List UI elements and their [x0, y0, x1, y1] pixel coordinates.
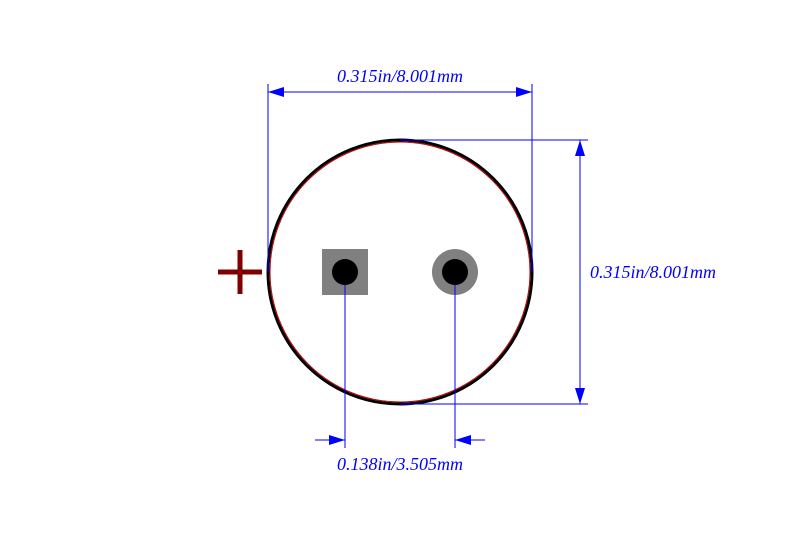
- component-outline-outer: [268, 140, 532, 404]
- arrowhead: [516, 87, 532, 97]
- drawing-canvas: 0.315in/8.001mm 0.315in/8.001mm 0.138in/3.…: [0, 0, 800, 544]
- arrowhead: [575, 140, 585, 156]
- arrowhead: [329, 435, 345, 445]
- arrowhead: [455, 435, 471, 445]
- pad-left-hole: [332, 259, 358, 285]
- pad-right-hole: [442, 259, 468, 285]
- dim-top-label: 0.315in/8.001mm: [337, 66, 463, 86]
- dim-right-label: 0.315in/8.001mm: [590, 262, 716, 282]
- component-outline-inner: [270, 142, 530, 402]
- arrowhead: [575, 388, 585, 404]
- dim-bottom-label: 0.138in/3.505mm: [337, 454, 463, 474]
- arrowhead: [268, 87, 284, 97]
